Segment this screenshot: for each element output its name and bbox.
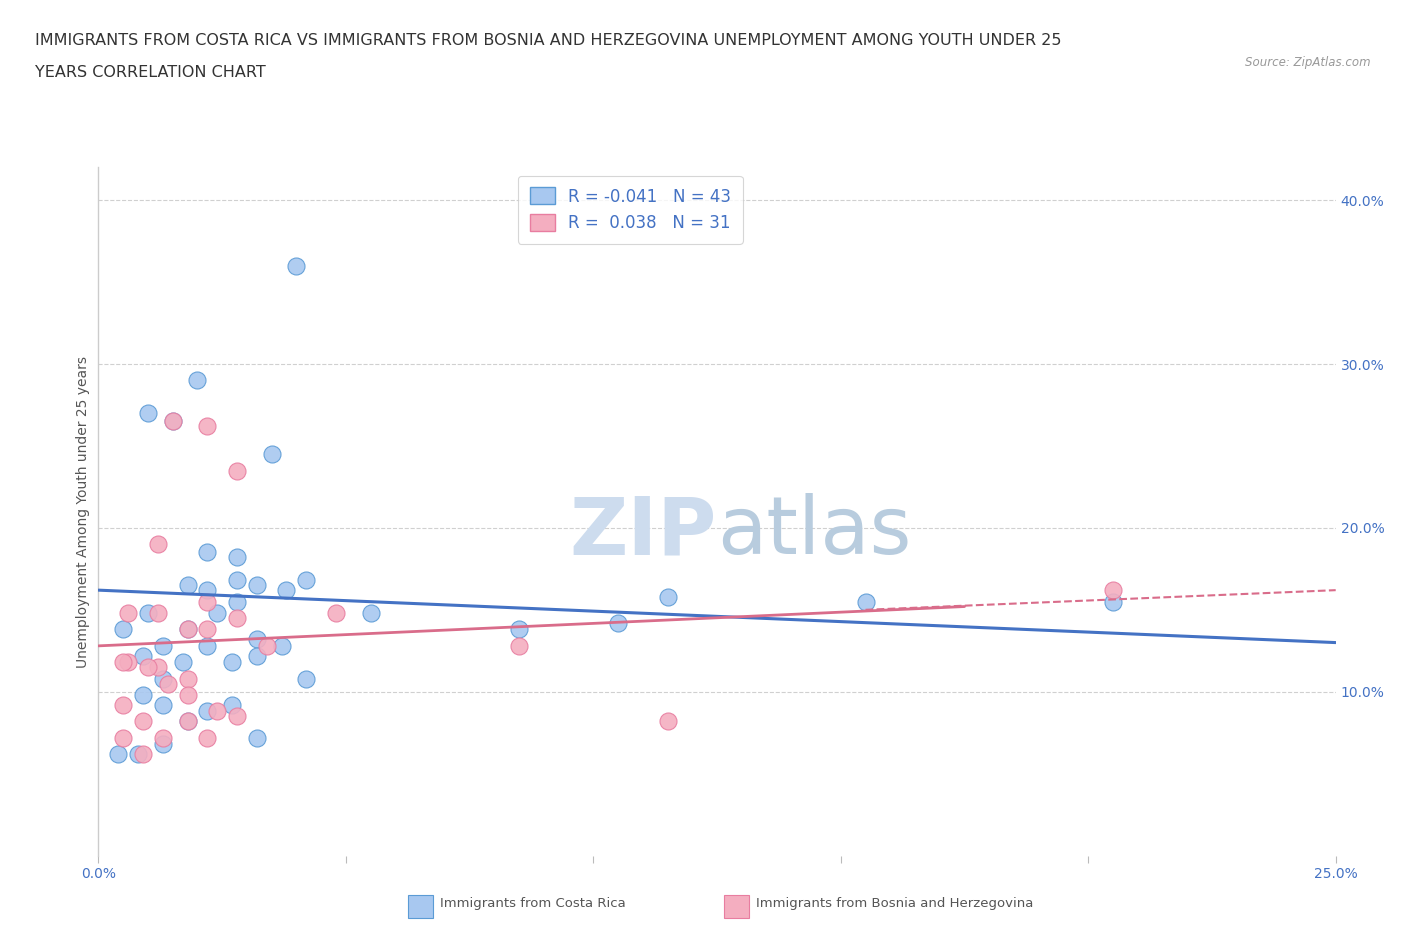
Point (221, 698, 243, 712)
Point (117, 605, 139, 620)
Point (112, 730, 135, 745)
Point (136, 605, 159, 620)
Point (1102, 583, 1125, 598)
Point (132, 687, 155, 702)
Point (176, 622, 198, 637)
Point (186, 373, 208, 388)
Point (146, 659, 169, 674)
Point (205, 704, 228, 719)
Point (508, 622, 530, 637)
Point (176, 714, 198, 729)
Point (152, 671, 174, 686)
Point (246, 631, 269, 646)
Point (195, 583, 218, 598)
Point (195, 638, 218, 653)
Point (295, 573, 318, 588)
Point (657, 714, 679, 729)
Point (657, 590, 679, 604)
Point (195, 730, 218, 745)
Text: Immigrants from Costa Rica: Immigrants from Costa Rica (440, 897, 626, 910)
Point (195, 704, 218, 719)
Point (132, 714, 155, 729)
Point (132, 747, 155, 762)
Point (152, 638, 174, 653)
Point (172, 655, 194, 670)
Point (295, 671, 318, 686)
Point (226, 594, 249, 609)
Point (146, 537, 169, 551)
Point (195, 594, 218, 609)
Point (152, 730, 174, 745)
Point (127, 747, 149, 762)
Point (276, 583, 298, 598)
Point (195, 622, 218, 637)
Text: Immigrants from Bosnia and Herzegovina: Immigrants from Bosnia and Herzegovina (756, 897, 1033, 910)
Point (508, 638, 530, 653)
Point (176, 622, 198, 637)
Point (162, 414, 184, 429)
Point (360, 605, 382, 620)
Point (226, 463, 249, 478)
Point (176, 687, 198, 702)
Point (152, 737, 174, 751)
Point (146, 605, 169, 620)
Point (221, 655, 243, 670)
Point (176, 578, 198, 592)
Point (246, 648, 269, 663)
Point (226, 573, 249, 588)
Point (325, 605, 347, 620)
Point (112, 698, 135, 712)
Point (246, 578, 269, 592)
Text: YEARS CORRELATION CHART: YEARS CORRELATION CHART (35, 65, 266, 80)
Point (270, 638, 292, 653)
Point (855, 594, 877, 609)
Point (256, 638, 278, 653)
Point (132, 648, 155, 663)
Text: Source: ZipAtlas.com: Source: ZipAtlas.com (1246, 56, 1371, 69)
Text: IMMIGRANTS FROM COSTA RICA VS IMMIGRANTS FROM BOSNIA AND HERZEGOVINA UNEMPLOYMEN: IMMIGRANTS FROM COSTA RICA VS IMMIGRANTS… (35, 33, 1062, 47)
Point (136, 659, 159, 674)
Text: atlas: atlas (717, 493, 911, 571)
Point (195, 418, 218, 433)
Point (152, 698, 174, 712)
Point (176, 671, 198, 686)
Text: ZIP: ZIP (569, 493, 717, 571)
Point (285, 259, 308, 273)
Point (607, 616, 630, 631)
Point (226, 611, 249, 626)
Point (112, 655, 135, 670)
Point (156, 676, 179, 691)
Point (246, 730, 269, 745)
Point (112, 622, 135, 637)
Point (226, 550, 249, 565)
Point (195, 545, 218, 560)
Y-axis label: Unemployment Among Youth under 25 years: Unemployment Among Youth under 25 years (76, 355, 90, 668)
Point (107, 747, 129, 762)
Point (1102, 594, 1125, 609)
Point (176, 714, 198, 729)
Point (205, 605, 228, 620)
Point (162, 414, 184, 429)
Legend: R = -0.041   N = 43, R =  0.038   N = 31: R = -0.041 N = 43, R = 0.038 N = 31 (519, 176, 742, 244)
Point (117, 655, 139, 670)
Point (260, 446, 283, 461)
Point (136, 405, 159, 420)
Point (226, 709, 249, 724)
